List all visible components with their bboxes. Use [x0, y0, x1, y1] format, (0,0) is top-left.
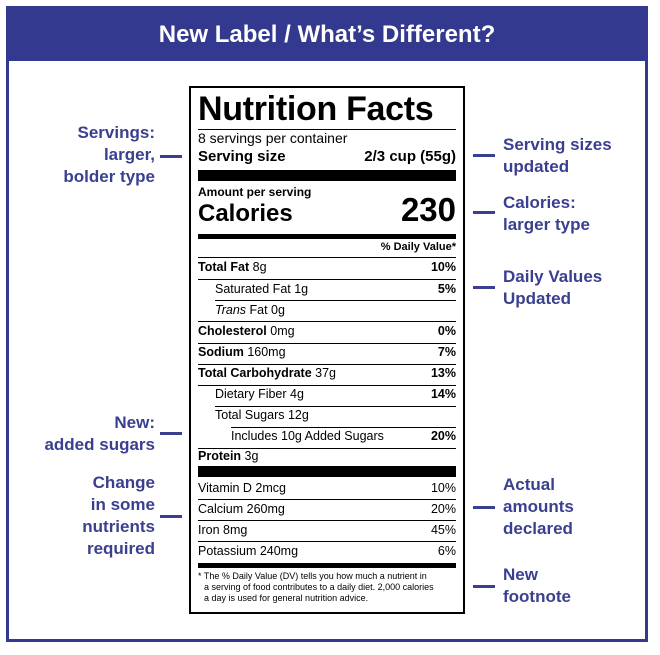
nutrient-dv: 5%: [437, 282, 456, 296]
divider: [198, 499, 456, 500]
divider: [198, 541, 456, 542]
callout-dash: [473, 211, 495, 214]
callout-dash: [160, 155, 182, 158]
callout-dash: [473, 286, 495, 289]
vitamin-dv: 45%: [430, 523, 456, 537]
calories-label: Calories: [198, 200, 293, 227]
divider: [198, 257, 456, 258]
nutrient-row: Dietary Fiber 4g: [215, 387, 304, 401]
medium-divider: [198, 234, 456, 239]
medium-divider: [198, 563, 456, 568]
nutrient-dv: 10%: [430, 260, 456, 274]
nutrient-dv: 13%: [430, 366, 456, 380]
divider: [198, 385, 456, 386]
divider: [215, 406, 456, 407]
divider: [198, 343, 456, 344]
servings-per-container: 8 servings per container: [198, 130, 348, 146]
serving-size-label: Serving size: [198, 148, 286, 165]
callout-added-sugars: New: added sugars: [44, 413, 155, 454]
divider: [198, 321, 456, 322]
callout-dash: [160, 515, 182, 518]
callout-dash: [160, 432, 182, 435]
callout-footnote: New footnote: [503, 565, 571, 606]
vitamin-dv: 10%: [430, 481, 456, 495]
dv-header: % Daily Value*: [380, 241, 456, 253]
nutrient-row: Trans Fat 0g: [215, 303, 285, 317]
nutrient-row: Saturated Fat 1g: [215, 282, 309, 296]
divider: [198, 364, 456, 365]
thick-divider: [198, 466, 456, 477]
serving-size-value: 2/3 cup (55g): [364, 148, 456, 165]
vitamin-row: Potassium 240mg: [198, 544, 299, 558]
callout-actual-amounts: Actual amounts declared: [503, 475, 574, 538]
divider: [198, 448, 456, 449]
callout-servings: Servings: larger, bolder type: [63, 123, 155, 186]
vitamin-dv: 6%: [437, 544, 456, 558]
divider: [198, 279, 456, 280]
vitamin-row: Iron 8mg: [198, 523, 248, 537]
callout-dash: [473, 585, 495, 588]
nutrient-row: Total Sugars 12g: [215, 408, 309, 422]
divider: [215, 300, 456, 301]
vitamin-row: Calcium 260mg: [198, 502, 285, 516]
callout-daily-values: Daily Values Updated: [503, 267, 603, 308]
nutrient-dv: 0%: [437, 324, 456, 338]
nutrient-row: Total Carbohydrate 37g: [198, 366, 337, 380]
nutrient-row: Sodium 160mg: [198, 345, 286, 359]
callout-dash: [473, 154, 495, 157]
nutrient-dv: 7%: [437, 345, 456, 359]
calories-value: 230: [400, 191, 456, 228]
banner-title: New Label / What’s Different?: [9, 9, 645, 61]
vitamin-dv: 20%: [430, 502, 456, 516]
nutrient-row: Protein 3g: [198, 449, 259, 463]
divider: [198, 520, 456, 521]
divider: [231, 427, 456, 428]
footnote: * The % Daily Value (DV) tells you how m…: [198, 571, 434, 603]
label-title: Nutrition Facts: [198, 90, 434, 128]
amount-per-serving: Amount per serving: [198, 185, 312, 199]
nutrient-row: Total Fat 8g: [198, 260, 267, 274]
nutrient-dv: 20%: [430, 429, 456, 443]
callout-dash: [473, 506, 495, 509]
vitamin-row: Vitamin D 2mcg: [198, 481, 286, 495]
nutrition-label: Nutrition Facts 8 servings per container…: [189, 86, 465, 614]
nutrient-dv: 14%: [430, 387, 456, 401]
divider: [198, 129, 456, 130]
callout-calories: Calories: larger type: [503, 193, 590, 234]
thick-divider: [198, 170, 456, 181]
callout-serving-sizes: Serving sizes updated: [503, 135, 612, 176]
nutrient-row: Cholesterol 0mg: [198, 324, 295, 338]
nutrient-row: Includes 10g Added Sugars: [231, 429, 384, 443]
callout-nutrients: Change in some nutrients required: [82, 473, 155, 558]
